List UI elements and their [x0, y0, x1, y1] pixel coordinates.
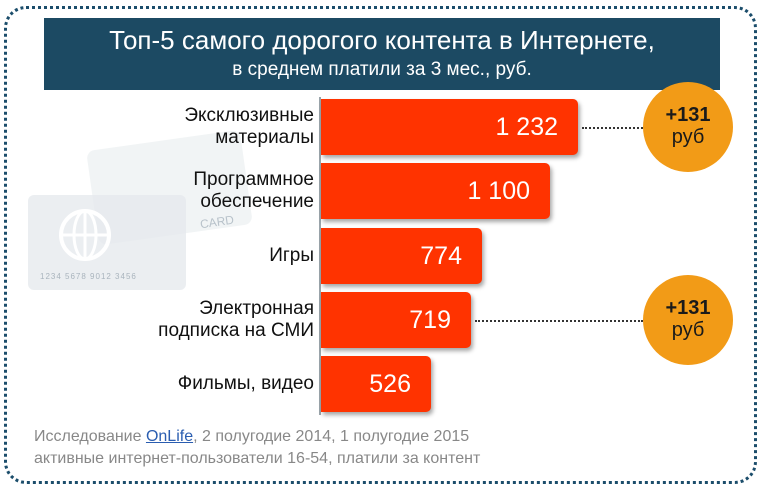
footnote-suffix: , 2 полугодие 2014, 1 полугодие 2015 [193, 428, 470, 445]
background-card-number: 1234 5678 9012 3456 [40, 272, 137, 281]
category-label: Программное обеспечение [193, 169, 314, 212]
bar [321, 292, 471, 348]
badge-value: +131 [665, 104, 711, 126]
bar-value-label: 719 [409, 306, 451, 334]
annotation-connector [582, 127, 643, 129]
bar-value-label: 1 100 [467, 177, 530, 205]
increase-badge: +131 руб [643, 82, 733, 172]
bar [321, 163, 550, 219]
bar-value-label: 526 [369, 370, 411, 398]
increase-badge: +131 руб [643, 275, 733, 365]
category-label: Фильмы, видео [177, 373, 314, 394]
category-axis-line [319, 97, 321, 415]
chart-subtitle: в среднем платили за 3 мес., руб. [232, 59, 532, 80]
bar-value-label: 774 [420, 242, 462, 270]
footnote-line-2: активные интернет-пользователи 16-54, пл… [34, 450, 481, 467]
badge-unit: руб [671, 319, 705, 341]
category-label: Эксклюзивные материалы [184, 105, 314, 148]
category-label: Игры [269, 245, 314, 266]
footnote-prefix: Исследование [34, 428, 146, 445]
onlife-link[interactable]: OnLife [145, 428, 194, 445]
badge-value: +131 [665, 297, 711, 319]
bar [321, 228, 482, 284]
annotation-connector [475, 320, 643, 322]
chart-title-box: Топ-5 самого дорогого контента в Интерне… [44, 18, 720, 90]
dotted-frame [4, 6, 757, 484]
bar-value-label: 1 232 [495, 113, 558, 141]
chart-title: Топ-5 самого дорогого контента в Интерне… [109, 25, 655, 55]
category-label: Электронная подписка на СМИ [158, 298, 314, 341]
footnote-line-1: Исследование OnLife, 2 полугодие 2014, 1… [34, 428, 469, 446]
bar [321, 356, 431, 412]
badge-unit: руб [671, 126, 705, 148]
bar [321, 99, 578, 155]
globe-icon [59, 209, 111, 261]
